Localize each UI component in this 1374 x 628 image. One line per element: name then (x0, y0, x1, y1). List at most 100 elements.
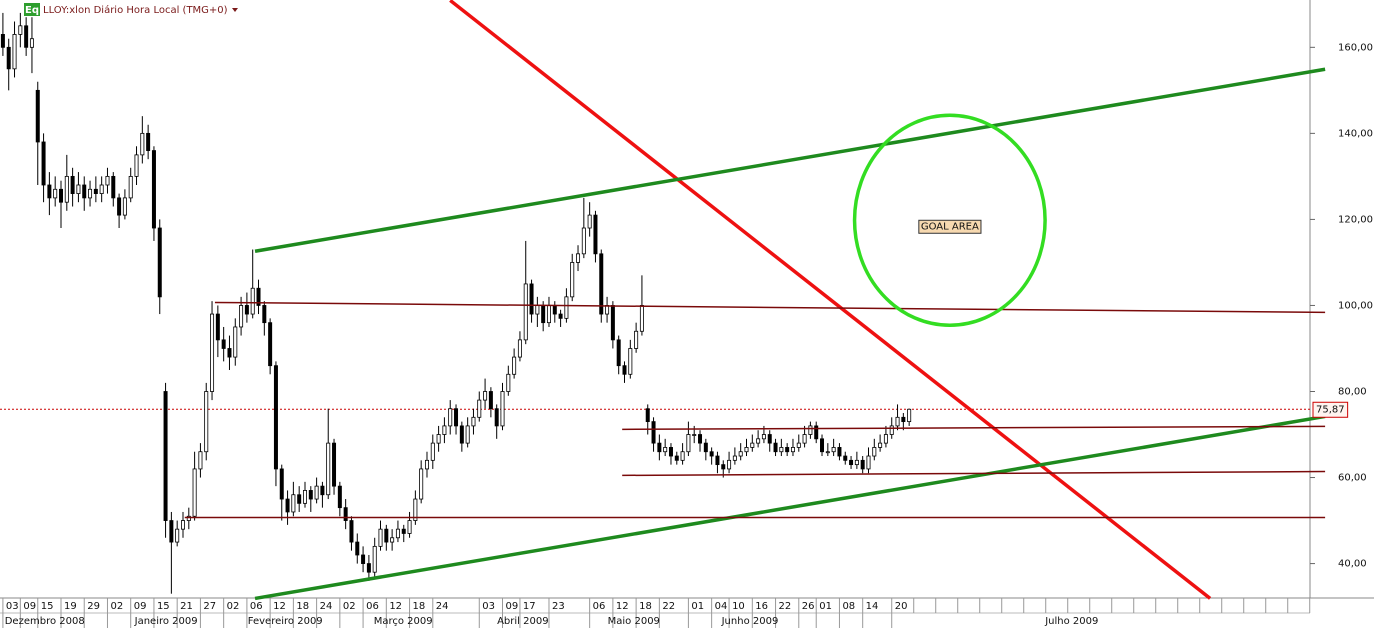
candle-body (227, 348, 232, 358)
x-tick-label: 19 (64, 601, 77, 612)
trend-line (214, 301, 1326, 314)
candle-body (721, 464, 726, 470)
candle-body (297, 494, 302, 504)
candle-body (180, 520, 185, 530)
candle-body (738, 451, 743, 457)
candle-body (802, 434, 807, 444)
candle-body (599, 253, 604, 315)
candle-body (151, 150, 156, 229)
x-tick-label: 12 (389, 601, 402, 612)
candle-body (6, 46, 11, 70)
candle-body (326, 442, 331, 496)
candle-body (361, 554, 366, 564)
candle-body (907, 408, 912, 423)
last-price-box (1312, 401, 1349, 418)
candle-body (581, 227, 586, 255)
candle-body (192, 468, 197, 517)
candle-body (512, 356, 517, 375)
x-tick-label: 02 (343, 601, 356, 612)
candle-body (494, 408, 499, 427)
candle-body (692, 434, 697, 436)
chart-title[interactable]: LLOY:xlon Diário Hora Local (TMG+0) (43, 4, 228, 16)
candle-body (117, 197, 122, 216)
candle-body (355, 541, 360, 556)
candle-body (0, 34, 5, 48)
candle-body (483, 391, 488, 401)
y-tick-label: 40,00 (1338, 559, 1367, 570)
candle-body (639, 305, 644, 332)
candle-body (756, 438, 761, 444)
x-tick-label: 17 (523, 601, 536, 612)
candle-body (593, 214, 598, 255)
title-dropdown[interactable] (232, 8, 238, 12)
candle-body (47, 184, 52, 199)
candle-body (546, 305, 551, 324)
month-label: Maio 2009 (608, 616, 660, 627)
candle-body (558, 313, 563, 319)
x-tick-label: 09 (506, 601, 519, 612)
candle-body (552, 305, 557, 315)
candle-body (814, 425, 819, 440)
candle-body (883, 434, 888, 444)
x-tick-label: 09 (134, 601, 147, 612)
candle-body (384, 528, 389, 543)
candle-body (477, 399, 482, 418)
candle-body (831, 447, 836, 453)
x-tick-label: 01 (691, 601, 704, 612)
candle-body (889, 425, 894, 435)
trend-line (254, 67, 1326, 253)
x-tick-label: 18 (413, 601, 426, 612)
candle-body (29, 38, 34, 48)
candle-body (564, 296, 569, 319)
x-tick-label: 09 (23, 601, 36, 612)
month-label: Março 2009 (374, 616, 433, 627)
trend-line (254, 414, 1326, 601)
candle-body (169, 520, 174, 543)
candle-body (790, 447, 795, 453)
candle-body (332, 442, 337, 487)
candle-body (204, 391, 209, 453)
candle-body (175, 528, 180, 543)
candle-body (215, 313, 220, 341)
candle-body (59, 188, 63, 203)
x-tick-label: 06 (366, 601, 379, 612)
candle-body (314, 485, 319, 500)
candle-body (761, 434, 766, 440)
candle-body (628, 348, 633, 375)
candle-body (651, 421, 656, 444)
candle-body (622, 365, 627, 375)
candle-body (645, 408, 650, 423)
month-label: Janeiro 2009 (134, 616, 198, 627)
candle-body (825, 451, 830, 454)
candle-body (413, 498, 418, 521)
candle-body (529, 283, 534, 315)
candle-body (233, 326, 238, 358)
candle-body (424, 459, 429, 470)
candle-body (146, 132, 151, 151)
candle-body (744, 447, 749, 453)
x-tick-label: 29 (87, 601, 100, 612)
y-tick-label: 120,00 (1338, 214, 1373, 225)
candle-body (535, 305, 540, 315)
candle-body (703, 442, 708, 453)
candle-body (64, 175, 69, 203)
goal-label-box (918, 219, 982, 234)
candle-body (302, 490, 307, 504)
candle-body (134, 154, 139, 177)
month-label: Dezembro 2008 (5, 616, 85, 627)
candle-body (668, 447, 673, 457)
candle-body (500, 391, 505, 427)
candle-body (686, 434, 691, 453)
candle-body (41, 141, 46, 186)
x-tick-label: 06 (250, 601, 263, 612)
x-tick-label: 03 (6, 601, 19, 612)
x-tick-label: 16 (755, 601, 768, 612)
candle-body (24, 25, 29, 48)
month-label: Abril 2009 (497, 616, 548, 627)
x-tick-label: 18 (639, 601, 652, 612)
candle-body (680, 451, 685, 461)
candle-body (70, 175, 75, 194)
candle-body (390, 537, 395, 543)
candle-body (378, 528, 383, 547)
